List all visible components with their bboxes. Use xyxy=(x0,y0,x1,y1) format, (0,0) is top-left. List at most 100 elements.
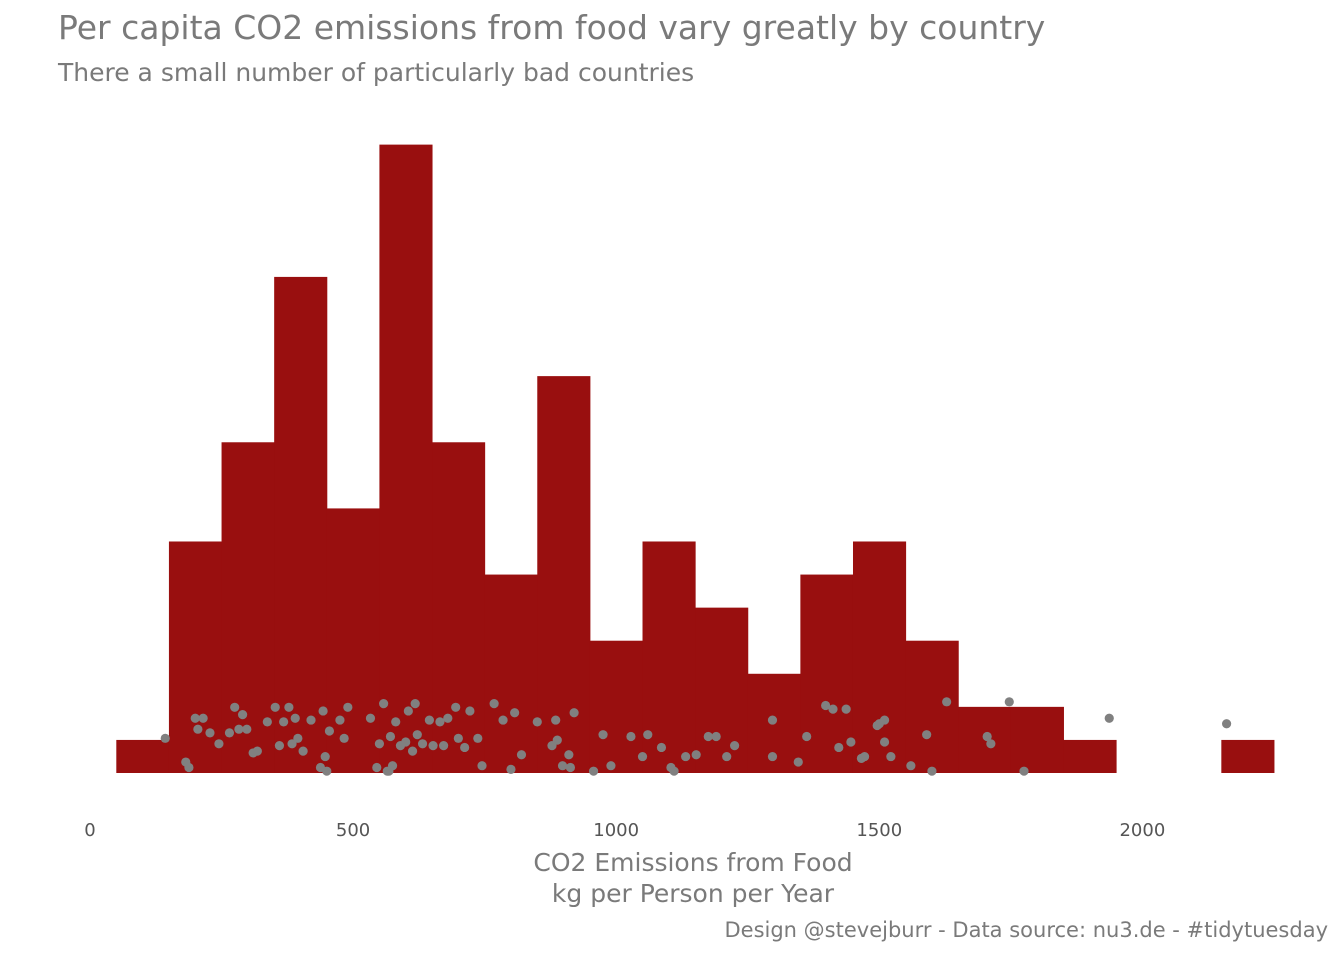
data-point-20 xyxy=(287,739,297,749)
data-point-89 xyxy=(767,751,778,762)
histogram-bar-5 xyxy=(379,144,433,774)
data-point-93 xyxy=(828,704,838,714)
data-point-68 xyxy=(552,735,562,745)
x-axis-title-line1: CO2 Emissions from Food xyxy=(533,848,852,877)
data-point-7 xyxy=(214,739,224,749)
data-point-77 xyxy=(637,751,648,762)
data-point-0 xyxy=(160,733,170,743)
data-point-27 xyxy=(320,751,330,762)
histogram-bar-7 xyxy=(484,574,538,773)
data-point-90 xyxy=(793,757,803,767)
data-point-86 xyxy=(722,751,732,762)
histogram-bar-0 xyxy=(116,739,170,773)
data-point-33 xyxy=(365,713,376,723)
data-point-2 xyxy=(184,762,194,773)
data-point-103 xyxy=(886,751,896,762)
data-point-24 xyxy=(306,715,316,725)
data-point-50 xyxy=(428,741,438,751)
data-point-47 xyxy=(412,730,422,740)
data-point-91 xyxy=(802,731,812,742)
data-point-58 xyxy=(473,733,483,743)
data-point-107 xyxy=(942,697,952,707)
data-point-94 xyxy=(834,742,844,753)
data-point-43 xyxy=(401,737,411,747)
histogram-bar-4 xyxy=(326,508,380,773)
data-point-106 xyxy=(927,766,937,776)
data-point-98 xyxy=(859,751,870,762)
data-point-49 xyxy=(424,715,434,725)
data-point-16 xyxy=(270,702,280,712)
chart-subtitle: There a small number of particularly bad… xyxy=(58,58,695,87)
data-point-52 xyxy=(439,741,449,751)
histogram-bar-9 xyxy=(589,640,644,773)
data-point-29 xyxy=(324,726,335,736)
data-point-10 xyxy=(234,724,244,734)
data-point-63 xyxy=(510,708,520,718)
data-point-85 xyxy=(711,731,721,742)
data-point-48 xyxy=(417,739,428,749)
data-point-18 xyxy=(279,717,289,727)
x-tick-label-2: 1000 xyxy=(593,820,639,841)
data-point-15 xyxy=(262,717,272,727)
data-point-44 xyxy=(403,706,413,716)
data-point-113 xyxy=(1221,719,1232,729)
data-point-34 xyxy=(372,762,382,773)
data-point-111 xyxy=(1019,766,1029,776)
histogram-bar-13 xyxy=(800,574,854,773)
data-point-64 xyxy=(516,750,527,760)
histogram-bars xyxy=(116,144,1275,774)
data-point-3 xyxy=(190,713,200,723)
data-point-32 xyxy=(343,702,353,712)
histogram-bar-11 xyxy=(695,607,749,773)
data-point-83 xyxy=(691,750,701,760)
data-point-102 xyxy=(879,737,890,747)
x-tick-label-4: 2000 xyxy=(1119,820,1165,841)
data-point-22 xyxy=(293,733,303,743)
data-point-88 xyxy=(767,715,778,725)
data-point-12 xyxy=(242,724,252,734)
data-point-6 xyxy=(205,728,215,738)
data-point-45 xyxy=(407,746,418,756)
chart-title: Per capita CO2 emissions from food vary … xyxy=(58,8,1046,47)
histogram-bar-14 xyxy=(852,541,907,773)
data-point-81 xyxy=(669,766,679,776)
x-axis-title-line2: kg per Person per Year xyxy=(552,879,835,908)
histogram-bar-8 xyxy=(537,376,591,773)
data-point-57 xyxy=(465,706,475,716)
data-point-5 xyxy=(198,713,208,723)
histogram-bar-18 xyxy=(1063,739,1117,773)
data-point-69 xyxy=(557,761,568,771)
histogram-bar-15 xyxy=(905,640,959,773)
data-point-82 xyxy=(681,751,691,762)
data-point-14 xyxy=(252,746,262,756)
histogram-bar-21 xyxy=(1221,739,1275,773)
data-point-84 xyxy=(703,731,713,742)
data-point-105 xyxy=(922,730,932,740)
histogram-bar-1 xyxy=(168,541,223,773)
data-point-112 xyxy=(1104,713,1114,723)
data-point-101 xyxy=(879,715,890,725)
data-point-56 xyxy=(460,742,470,753)
data-point-9 xyxy=(230,702,240,712)
data-point-72 xyxy=(569,708,579,718)
data-point-53 xyxy=(443,713,453,723)
data-point-65 xyxy=(532,717,542,727)
data-point-11 xyxy=(237,710,248,720)
data-point-96 xyxy=(846,737,856,747)
data-point-108 xyxy=(982,731,992,742)
data-point-39 xyxy=(385,731,396,742)
histogram-bar-3 xyxy=(274,276,328,773)
data-point-92 xyxy=(821,700,831,711)
data-point-104 xyxy=(906,761,916,771)
x-tick-label-0: 0 xyxy=(84,820,95,841)
data-point-79 xyxy=(656,742,667,753)
histogram-bar-17 xyxy=(1010,706,1064,773)
data-point-41 xyxy=(391,717,401,727)
data-point-51 xyxy=(435,717,445,727)
data-point-21 xyxy=(290,713,300,723)
data-point-8 xyxy=(224,728,235,738)
data-point-17 xyxy=(274,741,285,751)
data-point-55 xyxy=(453,733,463,743)
data-point-75 xyxy=(606,761,616,771)
